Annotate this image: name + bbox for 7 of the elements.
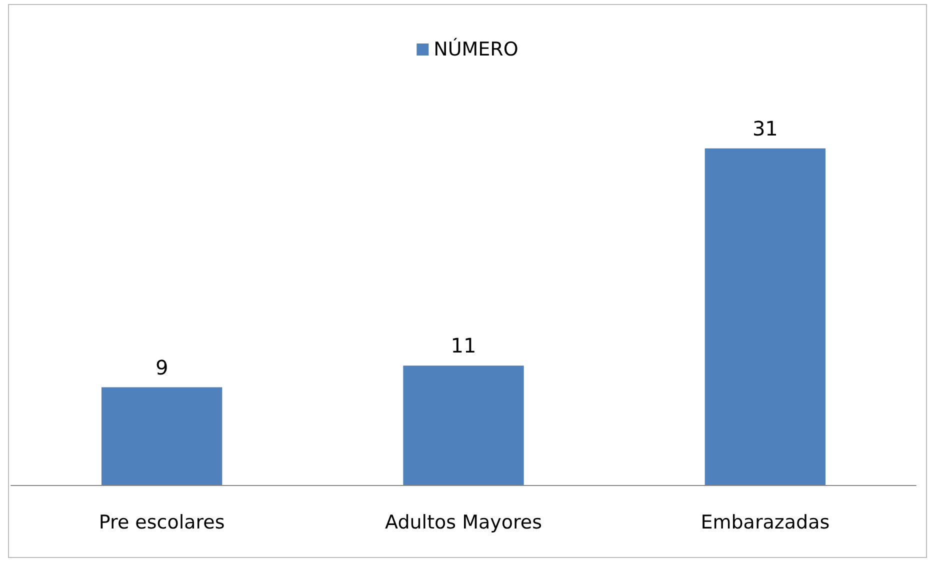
x-tick-label: Adultos Mayores — [385, 512, 542, 534]
legend-label: NÚMERO — [434, 38, 518, 60]
data-label: 11 — [450, 334, 476, 358]
data-label: 9 — [155, 355, 168, 380]
x-tick-label: Pre escolares — [98, 512, 225, 534]
data-label: 31 — [752, 116, 778, 140]
x-tick-label: Embarazadas — [700, 512, 830, 534]
